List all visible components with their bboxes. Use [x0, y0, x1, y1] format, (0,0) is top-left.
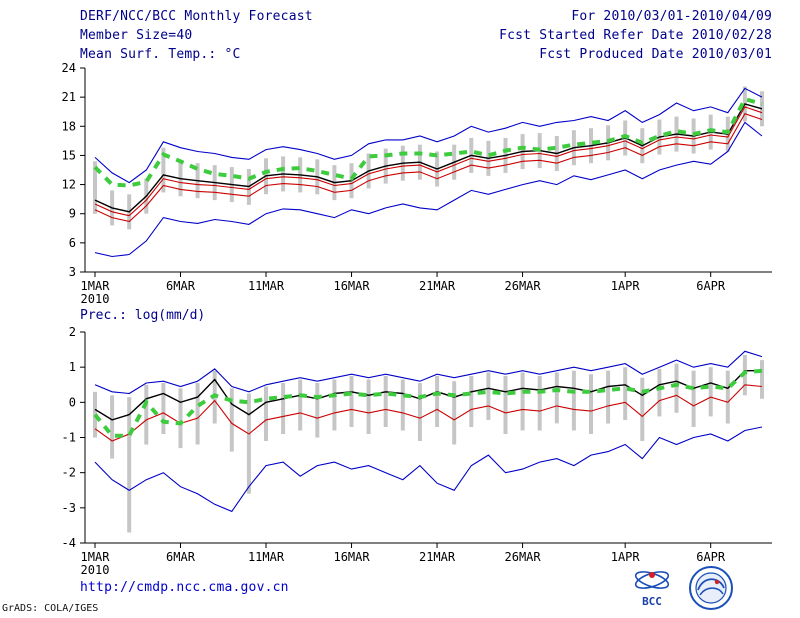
- grads-credit: GrADS: COLA/IGES: [2, 603, 99, 614]
- svg-text:21MAR: 21MAR: [419, 279, 456, 293]
- forecast-range: For 2010/03/01-2010/04/09: [571, 9, 772, 24]
- refer-date: Fcst Started Refer Date 2010/02/28: [499, 28, 772, 43]
- ensemble-spread-bars: [93, 354, 764, 533]
- chart-title: DERF/NCC/BCC Monthly Forecast: [80, 9, 313, 24]
- svg-text:-1: -1: [62, 431, 76, 445]
- svg-text:16MAR: 16MAR: [333, 550, 370, 564]
- svg-text:-4: -4: [62, 536, 76, 550]
- cma-logo-dot: [714, 579, 720, 585]
- svg-text:6MAR: 6MAR: [166, 279, 196, 293]
- svg-text:21: 21: [62, 90, 76, 104]
- y-axis-ticks: -4 -3 -2 -1 0 1 2: [62, 325, 85, 550]
- series-ensemble-min: [94, 426, 763, 513]
- member-size: Member Size=40: [80, 28, 193, 43]
- series-ensemble-max: [94, 350, 763, 395]
- svg-text:2: 2: [69, 325, 76, 339]
- svg-text:2010: 2010: [81, 563, 110, 577]
- series-observation: [93, 368, 763, 438]
- series-control: [94, 384, 763, 442]
- header-row-2: Member Size=40 Fcst Started Refer Date 2…: [80, 28, 772, 43]
- axes: [84, 68, 772, 273]
- header-row-1: DERF/NCC/BCC Monthly Forecast For 2010/0…: [80, 9, 772, 24]
- svg-text:1MAR: 1MAR: [81, 550, 111, 564]
- svg-text:6APR: 6APR: [696, 279, 726, 293]
- svg-text:2010: 2010: [81, 292, 110, 306]
- series-ensemble-mean: [94, 370, 762, 421]
- svg-text:-2: -2: [62, 466, 76, 480]
- logo-group: BCC: [630, 564, 736, 612]
- svg-text:26MAR: 26MAR: [505, 279, 542, 293]
- y-axis-ticks: 3 6 9 12 15 18 21 24: [62, 61, 85, 279]
- svg-text:24: 24: [62, 61, 76, 75]
- bcc-logo-label: BCC: [642, 595, 662, 608]
- svg-text:6: 6: [69, 236, 76, 250]
- svg-text:-3: -3: [62, 501, 76, 515]
- series-ensemble-max: [94, 87, 763, 184]
- series-control: [94, 106, 763, 217]
- cma-logo: [689, 566, 733, 610]
- series-ensemble-mean: [94, 103, 763, 213]
- svg-text:18: 18: [62, 119, 76, 133]
- series-ensemble-min: [94, 121, 763, 258]
- temp-panel-title: Mean Surf. Temp.: °C: [80, 47, 241, 62]
- svg-text:21MAR: 21MAR: [419, 550, 456, 564]
- svg-text:0: 0: [69, 395, 76, 409]
- svg-text:15: 15: [62, 148, 76, 162]
- svg-text:12: 12: [62, 178, 76, 192]
- series-median: [94, 113, 763, 223]
- chart-header: DERF/NCC/BCC Monthly Forecast For 2010/0…: [80, 9, 772, 62]
- svg-text:6MAR: 6MAR: [166, 550, 196, 564]
- svg-text:1APR: 1APR: [611, 550, 641, 564]
- header-row-3: Mean Surf. Temp.: °C Fcst Produced Date …: [80, 47, 772, 62]
- svg-text:3: 3: [69, 265, 76, 279]
- series-observation: [93, 96, 763, 188]
- svg-text:26MAR: 26MAR: [505, 550, 542, 564]
- svg-text:6APR: 6APR: [696, 550, 726, 564]
- svg-text:1MAR: 1MAR: [81, 279, 111, 293]
- svg-text:9: 9: [69, 207, 76, 221]
- svg-text:1APR: 1APR: [611, 279, 641, 293]
- svg-text:16MAR: 16MAR: [333, 279, 370, 293]
- bcc-logo: BCC: [634, 571, 670, 608]
- ensemble-spread-bars: [93, 86, 764, 230]
- bcc-logo-sun: [649, 572, 655, 578]
- cma-logo-swirl: [697, 578, 725, 591]
- source-url: http://cmdp.ncc.cma.gov.cn: [80, 580, 289, 595]
- produced-date: Fcst Produced Date 2010/03/01: [539, 47, 772, 62]
- precip-panel-title: Prec.: log(mm/d): [80, 308, 205, 323]
- svg-text:11MAR: 11MAR: [248, 279, 285, 293]
- svg-text:1: 1: [69, 360, 76, 374]
- svg-text:11MAR: 11MAR: [248, 550, 285, 564]
